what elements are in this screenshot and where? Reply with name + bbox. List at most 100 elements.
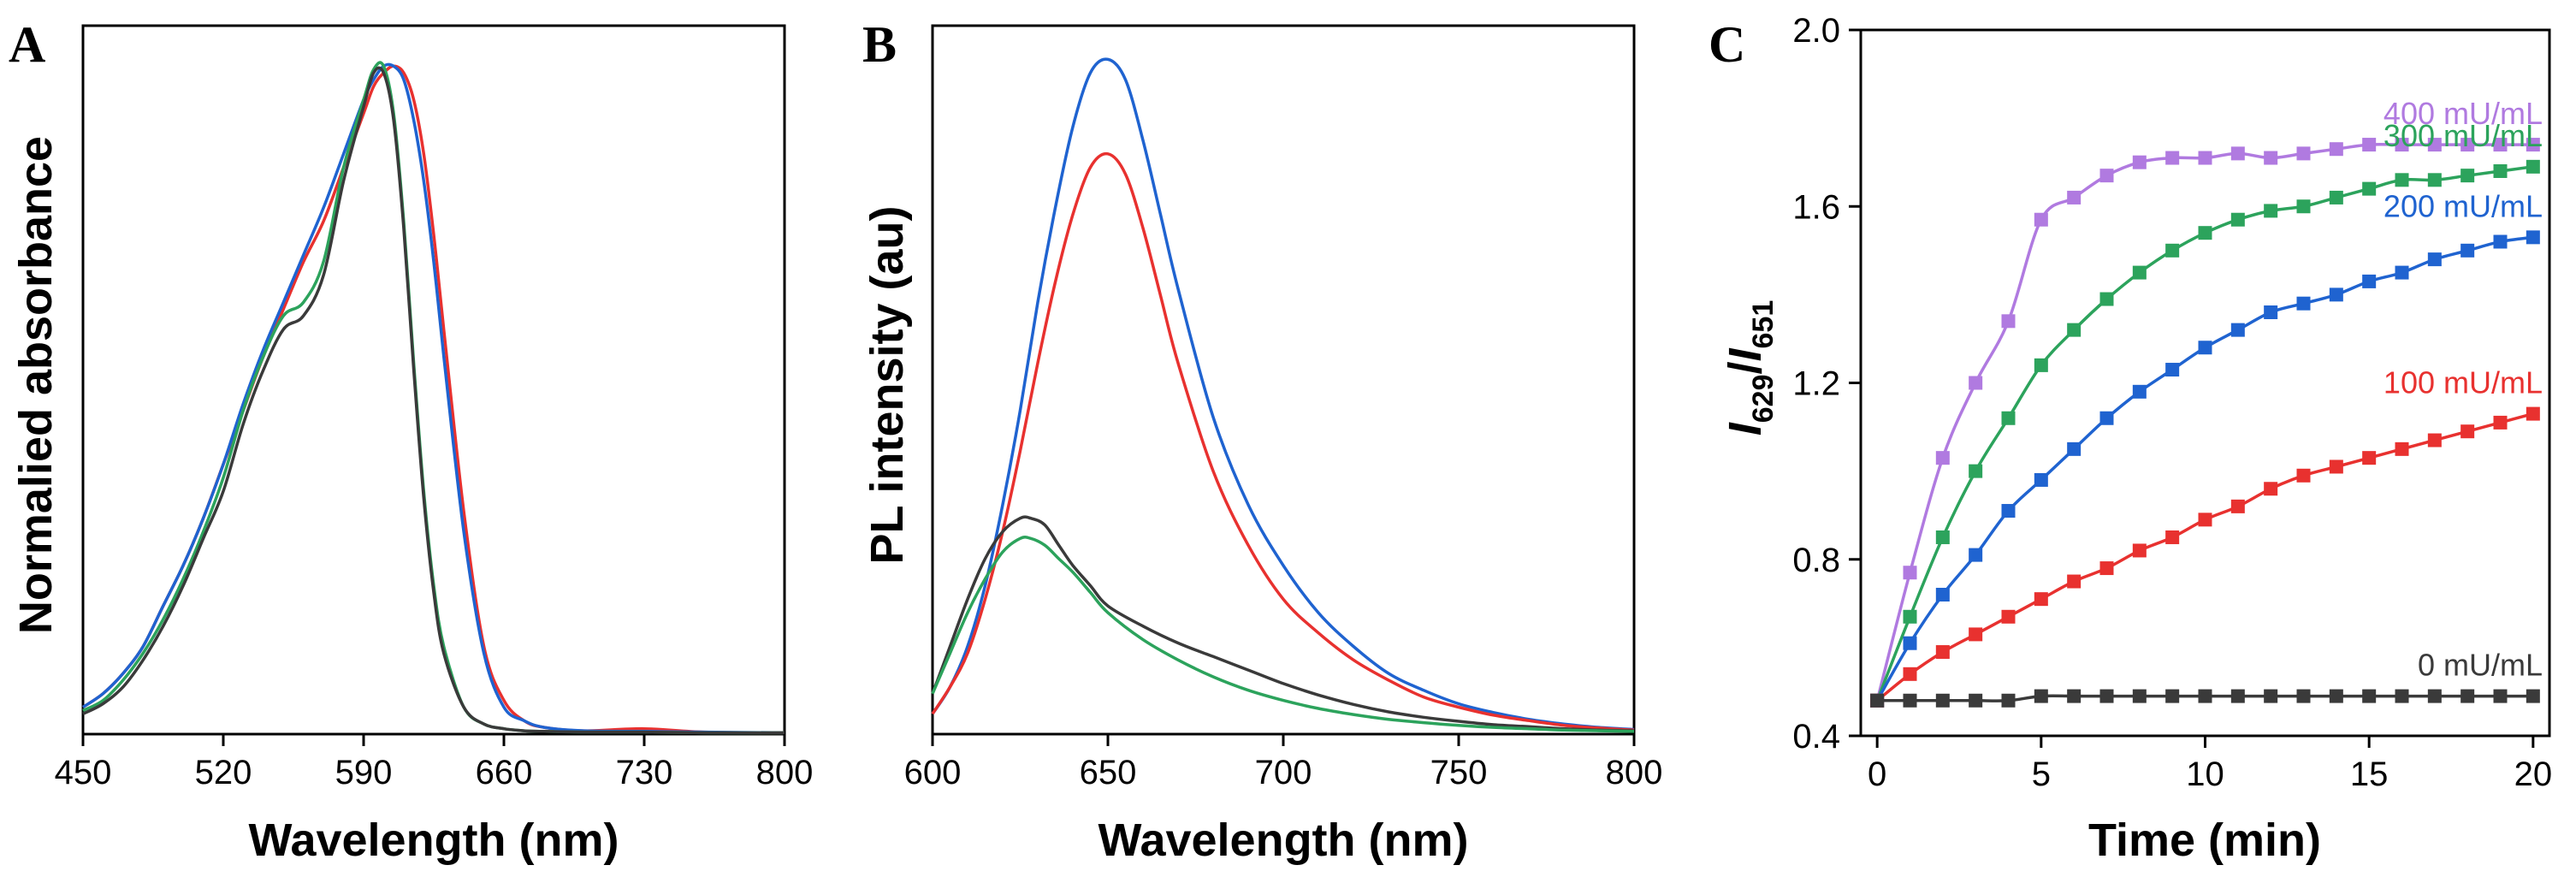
panel-c-data-point — [1935, 588, 1950, 602]
panel-c-data-point — [2395, 138, 2409, 152]
panel-c-data-point — [1903, 693, 1917, 708]
panel-b-series-line-1 — [931, 151, 1635, 732]
panel-c-data-point — [2493, 415, 2508, 430]
panel-c-data-point — [2034, 689, 2048, 703]
panel-c-series-label: 100 mU/mL — [2384, 365, 2543, 400]
panel-c-series-label: 300 mU/mL — [2384, 118, 2543, 153]
panel-c-series-label: 200 mU/mL — [2384, 188, 2543, 223]
panel-c-data-point — [1870, 693, 1885, 708]
panel-c-ylabel-main: I — [1720, 422, 1771, 436]
panel-c-data-point — [2296, 689, 2311, 703]
panel-c-data-point — [1903, 667, 1917, 681]
panel-c-data-point — [2395, 265, 2409, 280]
panel-c-data-point — [2165, 363, 2180, 377]
panel-a: A Normalied absorbance 450 520 590 660 730 80… — [9, 16, 813, 866]
panel-c-data-point — [2493, 234, 2508, 249]
panel-c-data-point — [2493, 164, 2508, 178]
panel-b-xtick-label: 650 — [1080, 754, 1137, 791]
panel-c-data-point — [1903, 609, 1917, 624]
panel-c-data-point — [1903, 566, 1917, 580]
panel-c-data-point — [2132, 384, 2147, 399]
panel-b-ylabel: PL intensity (au) — [862, 205, 913, 564]
panel-c-data-point — [2001, 693, 2016, 708]
panel-c-data-point — [2099, 411, 2114, 425]
panel-a-xtick-label: 800 — [756, 754, 814, 791]
panel-c-data-point — [2198, 341, 2212, 355]
panel-c-curves — [1870, 138, 2540, 708]
panel-c-xtick-label: 15 — [2350, 756, 2389, 793]
panel-c-data-point — [2001, 411, 2016, 425]
panel-c-data-point — [2296, 468, 2311, 483]
panel-c-data-point — [2132, 155, 2147, 169]
panel-a-curves — [82, 61, 785, 735]
panel-c-data-point — [1935, 693, 1950, 708]
panel-a-xtick-label: 660 — [476, 754, 533, 791]
panel-c-data-point — [2165, 530, 2180, 544]
panel-c-data-point — [2395, 442, 2409, 456]
panel-c-ytick-label: 0.8 — [1792, 542, 1840, 579]
panel-c-data-point — [2264, 151, 2278, 165]
panel-c-data-point — [2461, 138, 2475, 152]
panel-c-data-point — [2362, 138, 2377, 152]
panel-c-data-point — [2264, 689, 2278, 703]
panel-a-letter: A — [9, 16, 45, 73]
panel-c-data-point — [2461, 169, 2475, 183]
panel-c-data-point — [2427, 433, 2442, 447]
panel-c-data-point — [2198, 151, 2212, 165]
panel-c-data-point — [2198, 226, 2212, 240]
panel-c-data-point — [2526, 406, 2540, 421]
panel-c-data-point — [1903, 636, 1917, 650]
panel-c-data-point — [2001, 609, 2016, 624]
panel-b-series-line-2 — [931, 515, 1635, 732]
panel-c-data-point — [1935, 530, 1950, 544]
panel-b-plot-frame — [931, 24, 1636, 736]
panel-c-data-point — [1969, 627, 1983, 642]
panel-a-xtick-label: 450 — [55, 754, 112, 791]
panel-c-yticks: 0.4 0.8 1.2 1.6 2.0 — [1792, 12, 1861, 756]
panel-c-data-point — [2395, 173, 2409, 187]
panel-c-data-point — [2067, 190, 2082, 204]
panel-c-data-point — [2198, 689, 2212, 703]
panel-c-ylabel-sub1: 629 — [1747, 375, 1780, 424]
panel-c-data-point — [2230, 499, 2245, 513]
panel-b-xlabel: Wavelength (nm) — [1098, 815, 1468, 866]
panel-c-data-point — [2067, 323, 2082, 337]
panel-b-series-line-0 — [931, 57, 1635, 732]
panel-c-data-point — [2230, 689, 2245, 703]
panel-c-data-point — [1969, 693, 1983, 708]
panel-c-data-point — [2427, 173, 2442, 187]
panel-c-xlabel: Time (min) — [2088, 815, 2321, 866]
panel-a-ylabel: Normalied absorbance — [10, 136, 62, 634]
panel-a-series-line-2 — [82, 61, 785, 735]
panel-c-ytick-label: 2.0 — [1792, 12, 1840, 50]
panel-c-data-point — [2362, 689, 2377, 703]
panel-c-xtick-label: 0 — [1868, 756, 1886, 793]
panel-c-data-point — [2362, 451, 2377, 465]
panel-c-data-point — [2296, 199, 2311, 214]
panel-c-data-point — [2427, 138, 2442, 152]
panel-c-ytick-label: 0.4 — [1792, 718, 1840, 756]
panel-c-data-point — [2099, 169, 2114, 183]
panel-c-data-point — [1935, 451, 1950, 465]
panel-c-data-point — [2461, 424, 2475, 439]
panel-c-data-point — [2001, 504, 2016, 519]
panel-c-data-point — [2264, 204, 2278, 218]
panel-c-data-point — [2329, 287, 2343, 302]
panel-c-ylabel: I629/I651 — [1720, 300, 1780, 436]
panel-a-xlabel: Wavelength (nm) — [248, 815, 619, 866]
panel-c: C I629/I651 0.40.81.21.62.0 0 5 10 15 20 400… — [1708, 12, 2552, 866]
panel-c-data-point — [2526, 159, 2540, 174]
panel-c-data-point — [2329, 689, 2343, 703]
panel-a-xtick-label: 730 — [616, 754, 673, 791]
panel-c-data-point — [2067, 689, 2082, 703]
panel-b-xtick-label: 700 — [1255, 754, 1312, 791]
panel-c-data-point — [2461, 243, 2475, 258]
panel-c-data-point — [2067, 442, 2082, 456]
panel-c-data-point — [2329, 190, 2343, 204]
panel-c-data-point — [2526, 230, 2540, 245]
panel-b-xtick-label: 600 — [904, 754, 962, 791]
panel-c-data-point — [2165, 689, 2180, 703]
panel-c-data-point — [2296, 146, 2311, 161]
